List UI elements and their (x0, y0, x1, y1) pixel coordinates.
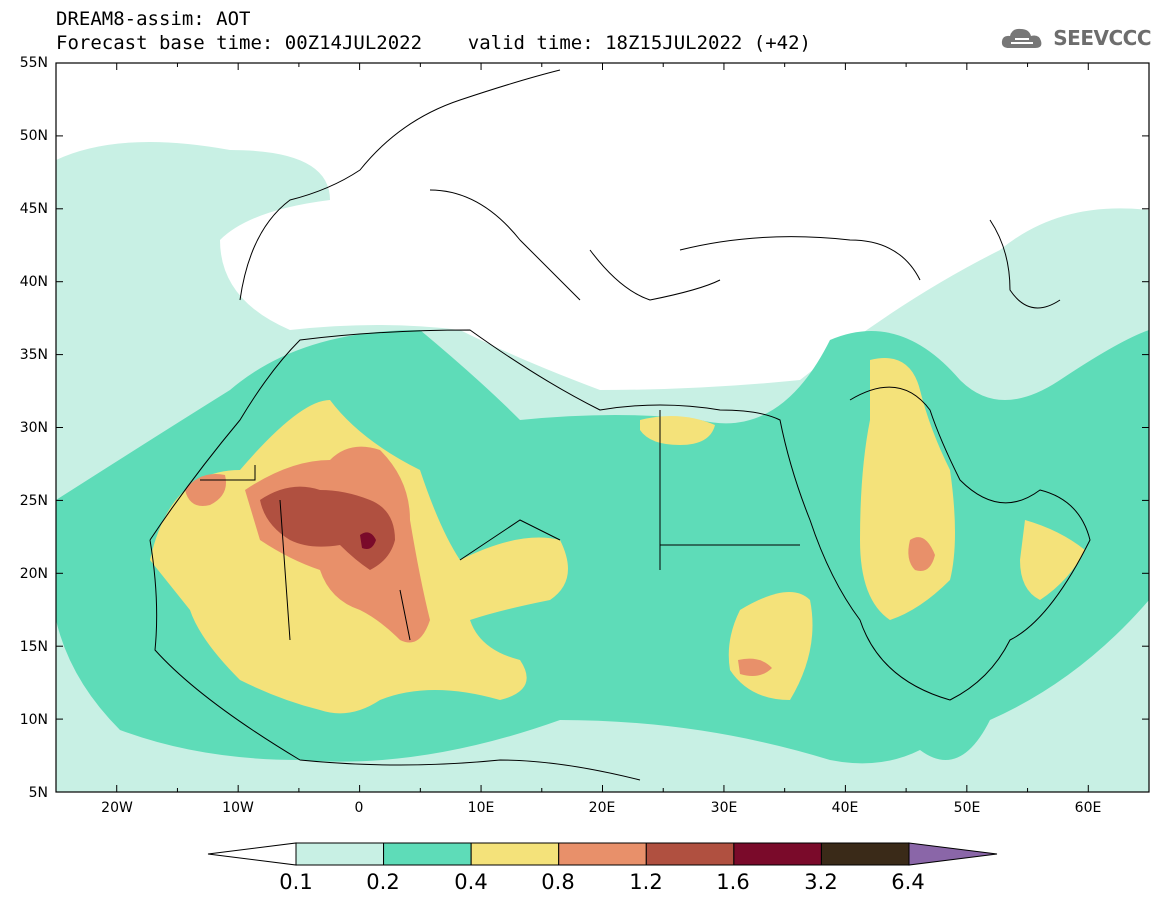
lon-label: 10E (467, 800, 495, 816)
aot-contour-0.4-oman (1020, 520, 1085, 600)
lat-label: 5N (28, 785, 48, 801)
colorbar-label: 3.2 (804, 870, 838, 894)
colorbar-segment (383, 842, 472, 866)
colorbar-segment (295, 842, 385, 866)
lat-label: 30N (19, 420, 48, 436)
lon-label: 60E (1074, 800, 1102, 816)
colorbar-segment (645, 842, 735, 866)
cloud-logo-icon (1002, 28, 1042, 48)
colorbar-label: 0.4 (454, 870, 488, 894)
lat-label: 25N (19, 493, 48, 509)
colorbar-label: 0.8 (541, 870, 575, 894)
aot-contour-0.8-west (185, 474, 226, 506)
lon-label: 40E (831, 800, 859, 816)
lat-label: 45N (19, 201, 48, 217)
colorbar-segment (733, 842, 822, 866)
colorbar-label: 6.4 (891, 870, 925, 894)
lat-label: 50N (19, 128, 48, 144)
lon-label: 50E (953, 800, 981, 816)
map-title: DREAM8-assim: AOT (56, 8, 251, 30)
colorbar-label: 0.1 (279, 870, 313, 894)
lon-label: 0 (354, 800, 364, 816)
brand-name: SEEVCCC (1053, 26, 1151, 50)
lon-label: 20E (588, 800, 616, 816)
lon-label: 30E (710, 800, 738, 816)
lat-label: 20N (19, 566, 48, 582)
colorbar-label: 0.2 (366, 870, 400, 894)
lat-label: 35N (19, 347, 48, 363)
lat-label: 10N (19, 712, 48, 728)
colorbar-over-triangle (908, 842, 998, 866)
colorbar-label: 1.6 (716, 870, 750, 894)
lat-label: 15N (19, 639, 48, 655)
lon-label: 20W (101, 800, 133, 816)
colorbar-segment (820, 842, 910, 866)
forecast-time-line: Forecast base time: 00Z14JUL2022 valid t… (56, 32, 811, 54)
colorbar-under-triangle (207, 842, 297, 866)
lat-label: 55N (19, 55, 48, 71)
lat-label: 40N (19, 274, 48, 290)
colorbar-segment (470, 842, 560, 866)
colorbar-segment (558, 842, 647, 866)
axis-ticks (55, 62, 1150, 793)
aot-contour-1.2 (260, 486, 395, 570)
aot-contour-1.6 (360, 532, 376, 549)
lon-label: 10W (222, 800, 254, 816)
coastlines (149, 69, 1091, 781)
aot-contour-0.4-egypt (640, 416, 715, 445)
aot-contour-0.8-arabia (908, 537, 935, 571)
aot-contour-0.8-sudan (738, 658, 772, 676)
brand-logo: SEEVCCC (999, 24, 1151, 52)
colorbar-label: 1.2 (629, 870, 663, 894)
